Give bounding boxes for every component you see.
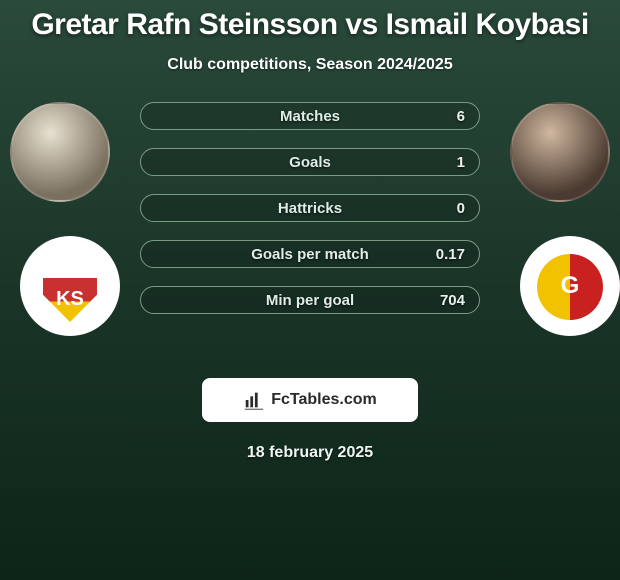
brand-text: FcTables.com	[271, 391, 377, 409]
stat-bar: Goals 1	[140, 148, 480, 176]
player-left-avatar	[10, 102, 110, 202]
stat-bar: Min per goal 704	[140, 286, 480, 314]
stat-value-right: 704	[440, 292, 465, 309]
shield-icon	[40, 254, 100, 322]
page-title: Gretar Rafn Steinsson vs Ismail Koybasi	[0, 0, 620, 42]
date-label: 18 february 2025	[0, 444, 620, 462]
stat-value-right: 0.17	[436, 246, 465, 263]
stat-value-right: 6	[457, 108, 465, 125]
stat-value-right: 1	[457, 154, 465, 171]
stat-label: Goals per match	[141, 246, 479, 263]
player-left-club-badge	[20, 236, 120, 336]
stat-bar: Goals per match 0.17	[140, 240, 480, 268]
stat-bar: Matches 6	[140, 102, 480, 130]
stat-value-right: 0	[457, 200, 465, 217]
stat-bar: Hattricks 0	[140, 194, 480, 222]
stat-bars: Matches 6 Goals 1 Hattricks 0 Goals per …	[140, 102, 480, 332]
shield-icon	[537, 254, 603, 320]
stat-label: Goals	[141, 154, 479, 171]
stat-label: Min per goal	[141, 292, 479, 309]
player-right-avatar	[510, 102, 610, 202]
chart-icon	[243, 389, 265, 411]
brand-badge: FcTables.com	[202, 378, 418, 422]
subtitle: Club competitions, Season 2024/2025	[0, 56, 620, 74]
stat-label: Matches	[141, 108, 479, 125]
player-right-club-badge	[520, 236, 620, 336]
comparison-panel: Matches 6 Goals 1 Hattricks 0 Goals per …	[0, 102, 620, 362]
stat-label: Hattricks	[141, 200, 479, 217]
